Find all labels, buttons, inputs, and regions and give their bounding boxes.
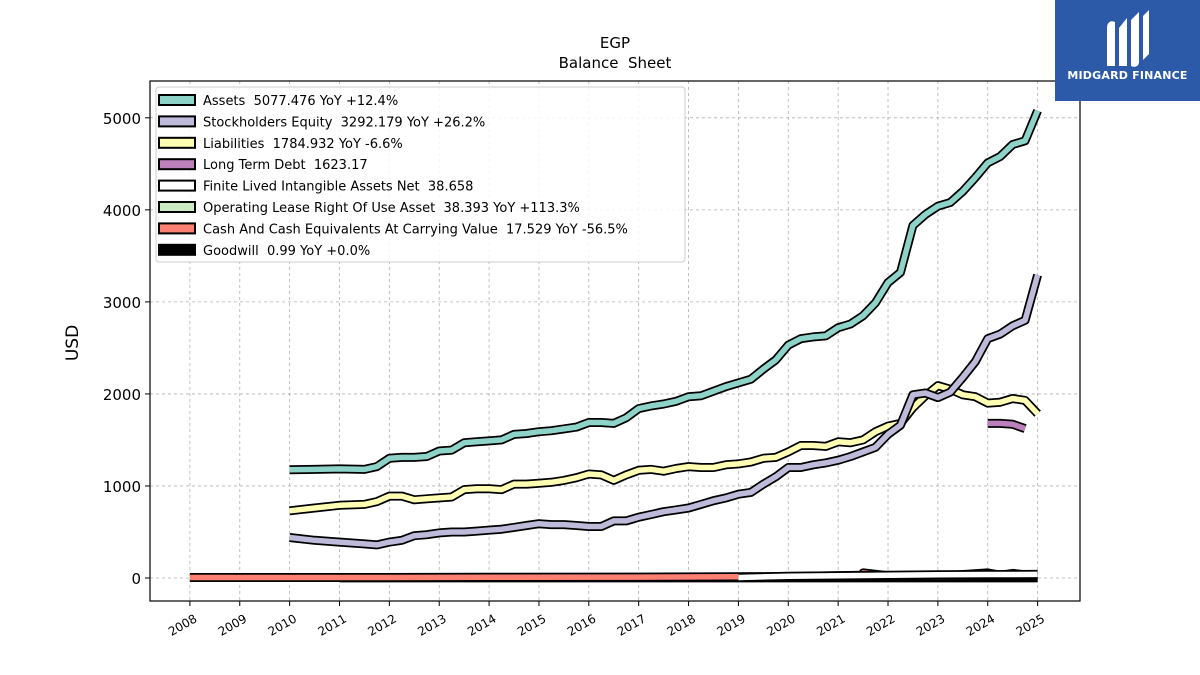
x-tick-label: 2013	[415, 611, 448, 638]
legend-label: Cash And Cash Equivalents At Carrying Va…	[203, 222, 628, 237]
x-tick-label: 2014	[465, 611, 498, 638]
brand-name: MIDGARD FINANCE	[1067, 69, 1188, 82]
x-tick-label: 2023	[914, 611, 947, 638]
series-assets	[289, 108, 1042, 475]
legend-swatch	[158, 222, 196, 235]
chart-subtitle: Balance Sheet	[559, 54, 672, 72]
x-tick-label: 2009	[216, 611, 249, 638]
legend-label: Operating Lease Right Of Use Asset 38.39…	[203, 201, 580, 216]
legend-swatch	[158, 94, 196, 106]
legend-label: Finite Lived Intangible Assets Net 38.65…	[203, 180, 473, 195]
legend-swatch	[158, 158, 196, 171]
series-finite-lived-intangible-assets-net	[738, 569, 1038, 582]
x-tick-label: 2011	[316, 611, 349, 638]
series-line	[738, 571, 1038, 581]
chart-title: EGP	[600, 34, 630, 52]
legend-items: Assets 5077.476 YoY +12.4% Stockholders E…	[158, 94, 628, 259]
legend-label: Assets 5077.476 YoY +12.4%	[203, 94, 398, 109]
series-line	[987, 420, 1027, 432]
y-tick-label: 5000	[103, 110, 141, 128]
series-line	[289, 109, 1041, 473]
series-line-outline	[289, 273, 1042, 550]
y-tick-label: 3000	[103, 294, 141, 312]
series-long-term-debt	[987, 418, 1027, 433]
x-tick-label: 2018	[665, 611, 698, 638]
legend-swatch	[158, 243, 196, 256]
y-tick-label: 2000	[103, 386, 141, 404]
legend-label: Goodwill 0.99 YoY +0.0%	[203, 244, 370, 259]
x-tick-label: 2017	[615, 611, 648, 638]
y-tick-label: 0	[131, 570, 141, 588]
y-tick-label: 1000	[103, 478, 141, 496]
legend-swatch	[158, 136, 196, 149]
legend-swatch	[158, 179, 196, 192]
midgard-logo-icon	[1107, 10, 1149, 67]
legend-label: Liabilities 1784.932 YoY -6.6%	[203, 137, 403, 152]
x-tick-label: 2025	[1014, 611, 1047, 638]
x-tick-label: 2022	[864, 611, 897, 638]
legend-box	[155, 86, 686, 263]
y-axis-ticks: 0 1000 2000 3000 4000 5000	[103, 110, 150, 588]
x-tick-label: 2019	[714, 611, 747, 638]
legend-swatch	[158, 115, 196, 128]
legend: Assets 5077.476 YoY +12.4% Stockholders E…	[155, 86, 686, 263]
x-tick-label: 2024	[964, 611, 997, 638]
brand-logo: MIDGARD FINANCE	[1055, 0, 1200, 101]
x-tick-label: 2010	[266, 611, 299, 638]
legend-label: Long Term Debt 1623.17	[203, 158, 368, 173]
x-axis-ticks: 2008 2009 2010 2011 2012 2013 2014 2015 2016 2017…	[166, 601, 1047, 639]
legend-label: Stockholders Equity 3292.179 YoY +26.2%	[203, 115, 485, 130]
plot-frame	[149, 80, 1081, 602]
x-tick-label: 2012	[365, 611, 398, 638]
series-layer	[189, 108, 1042, 583]
x-tick-label: 2015	[515, 611, 548, 638]
y-axis-label: USD	[63, 325, 83, 361]
x-tick-label: 2016	[565, 611, 598, 638]
legend-swatch	[158, 201, 196, 213]
x-tick-label: 2020	[764, 611, 797, 638]
series-liabilities	[289, 381, 1041, 516]
series-line	[289, 274, 1041, 548]
series-stockholders-equity	[289, 273, 1042, 550]
series-line	[289, 382, 1040, 514]
y-tick-label: 4000	[103, 202, 141, 220]
x-tick-label: 2008	[166, 611, 199, 638]
x-tick-label: 2021	[814, 611, 847, 638]
